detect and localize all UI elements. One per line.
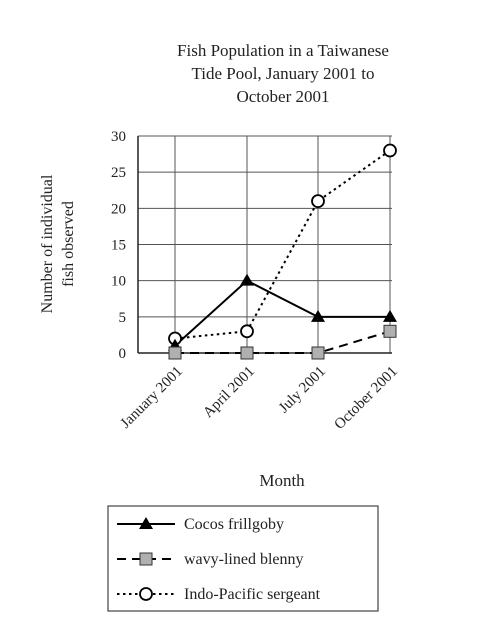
data-point: [311, 346, 325, 360]
series-marker-group: [168, 324, 397, 360]
series-line: [174, 149, 391, 340]
y-tick-label: 5: [119, 310, 127, 326]
x-tick-label: October 2001: [331, 364, 400, 433]
series-marker-group: [168, 143, 397, 346]
series-line-group: [174, 149, 391, 340]
y-tick-label: 15: [111, 238, 126, 254]
x-axis-label: Month: [259, 471, 305, 490]
legend-label: Indo-Pacific sergeant: [184, 586, 321, 603]
y-axis-label-line: fish observed: [60, 201, 77, 287]
legend: Cocos frillgoby wavy-lined blenny Indo-Pac…: [107, 505, 379, 612]
series-line: [175, 330, 391, 354]
legend-label: wavy-lined blenny: [184, 551, 304, 568]
legend-marker: [139, 552, 153, 566]
data-point: [240, 273, 254, 286]
data-point: [240, 346, 254, 360]
x-tick-label: January 2001: [118, 364, 186, 432]
y-tick-label: 30: [111, 129, 126, 145]
series-line: [174, 279, 390, 347]
y-tick-label: 0: [119, 346, 127, 362]
chart-title-line: Tide Pool, January 2001 to: [191, 64, 374, 83]
series-marker-group: [168, 273, 397, 351]
y-tick-label: 10: [111, 274, 126, 290]
data-point: [383, 324, 397, 338]
gridlines: [138, 135, 392, 354]
data-point: [311, 194, 325, 209]
chart-title-line: Fish Population in a Taiwanese: [177, 41, 389, 60]
y-tick-label: 25: [111, 165, 126, 181]
data-point: [240, 324, 254, 339]
chart-title-line: October 2001: [236, 87, 329, 106]
series-line-group: [174, 279, 390, 347]
series-line-group: [175, 330, 391, 354]
data-point: [383, 309, 397, 322]
data-point: [383, 143, 397, 158]
legend-marker: [139, 517, 153, 529]
data-point: [311, 309, 325, 322]
legend-marker: [139, 587, 153, 601]
legend-label: Cocos frillgoby: [184, 516, 284, 533]
data-point: [168, 346, 182, 360]
y-tick-label: 20: [111, 201, 126, 217]
y-axis-label-line: Number of individual: [39, 174, 56, 313]
x-tick-label: April 2001: [200, 364, 258, 422]
x-tick-label: July 2001: [276, 364, 329, 417]
